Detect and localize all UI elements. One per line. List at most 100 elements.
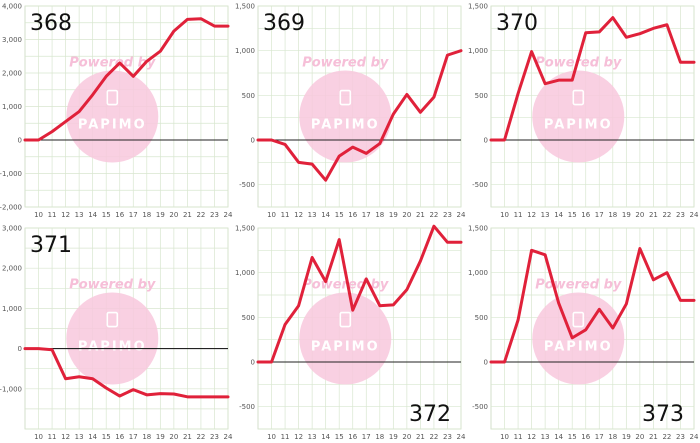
series-line [256,224,463,364]
y-tick-label: -500 [472,403,488,411]
watermark-logo-icon [572,89,585,106]
x-tick-label: 16 [115,433,124,441]
x-tick-label: 20 [402,433,411,441]
y-tick-label: 3,000 [2,36,22,44]
x-tick-label: 13 [541,433,550,441]
x-tick-label: 22 [662,433,671,441]
watermark-text: Powered by [69,278,156,293]
y-tick-label: 1,500 [468,225,488,233]
panel-number-label: 373 [642,402,684,427]
x-tick-label: 13 [541,211,550,219]
watermark-logo: PAPIMO [311,118,380,133]
chart-panel: PAPIMO Powered by -500 0 500 1,000 1,500 10 11 12… [466,222,699,443]
x-tick-label: 24 [690,433,699,441]
chart-svg: PAPIMO Powered by -1,000 0 1,000 2,000 3,000 10… [0,225,233,442]
watermark-text: Powered by [69,56,156,71]
x-tick-label: 12 [61,433,70,441]
watermark-logo: PAPIMO [544,118,613,133]
x-tick-label: 19 [389,211,398,219]
x-tick-label: 23 [443,433,452,441]
x-tick-label: 23 [210,211,219,219]
panel-number-label: 372 [409,402,451,427]
y-tick-label: 1,000 [235,269,255,277]
x-tick-label: 23 [676,433,685,441]
watermark-text: Powered by [535,278,622,293]
x-tick-label: 17 [362,433,371,441]
x-tick-label: 17 [595,433,604,441]
panel-number-label: 370 [496,11,538,36]
x-tick-label: 12 [294,433,303,441]
watermark-logo: PAPIMO [78,340,147,355]
y-tick-label: 4,000 [2,3,22,11]
x-tick-label: 16 [348,211,357,219]
x-tick-label: 15 [335,433,344,441]
x-tick-label: 18 [142,211,151,219]
x-tick-label: 17 [595,211,604,219]
y-tick-label: 3,000 [2,225,22,233]
x-tick-label: 15 [102,433,111,441]
x-tick-label: 20 [169,211,178,219]
x-tick-label: 19 [622,433,631,441]
y-tick-label: 500 [475,92,488,100]
x-tick-label: 20 [402,211,411,219]
x-tick-label: 24 [224,211,233,219]
x-tick-label: 22 [429,433,438,441]
x-tick-label: 14 [321,433,330,441]
y-tick-label: 1,000 [468,269,488,277]
x-tick-label: 21 [183,211,192,219]
x-tick-label: 13 [308,433,317,441]
x-tick-label: 14 [321,211,330,219]
y-tick-label: 0 [484,359,488,367]
x-tick-label: 10 [500,211,509,219]
x-tick-label: 23 [443,211,452,219]
y-tick-label: -500 [472,181,488,189]
x-tick-label: 11 [514,433,523,441]
x-tick-label: 24 [457,433,466,441]
chart-panel: PAPIMO Powered by -1,000 0 1,000 2,000 3,000 10… [0,222,233,443]
x-tick-label: 13 [75,433,84,441]
watermark-circle [66,70,159,163]
y-tick-label: -500 [239,403,255,411]
x-tick-label: 19 [156,433,165,441]
y-tick-label: 0 [18,137,22,145]
x-tick-label: 18 [142,433,151,441]
y-tick-label: 1,500 [235,225,255,233]
x-tick-label: 22 [662,211,671,219]
x-tick-label: 14 [88,433,97,441]
chart-panel: PAPIMO Powered by -500 0 500 1,000 1,500 10 11 12… [233,222,466,443]
x-tick-label: 12 [527,433,536,441]
x-tick-label: 15 [335,211,344,219]
y-tick-label: 2,000 [2,70,22,78]
series-line [489,247,696,364]
y-tick-label: 1,000 [2,305,22,313]
x-tick-label: 24 [457,211,466,219]
chart-panel: PAPIMO Powered by -2,000 -1,000 0 1,000 2,000 3… [0,0,233,221]
x-tick-label: 11 [48,211,57,219]
y-tick-label: 0 [484,137,488,145]
y-tick-label: 0 [18,345,22,353]
y-tick-label: 1,000 [468,47,488,55]
x-tick-label: 22 [429,211,438,219]
y-tick-label: 0 [251,137,255,145]
x-tick-label: 24 [224,433,233,441]
x-tick-label: 10 [34,211,43,219]
series-line [23,347,230,399]
watermark-logo-icon [106,311,119,328]
series-line [23,17,230,142]
chart-panel: PAPIMO Powered by -500 0 500 1,000 1,500 10 11 12… [466,0,699,221]
x-tick-label: 11 [281,433,290,441]
y-tick-label: 1,000 [235,47,255,55]
panel-number-label: 371 [30,233,72,258]
chart-svg: PAPIMO Powered by -2,000 -1,000 0 1,000 2,000 3… [0,3,233,220]
x-tick-label: 23 [676,211,685,219]
x-tick-label: 12 [294,211,303,219]
x-tick-label: 11 [514,211,523,219]
y-tick-label: 1,500 [235,3,255,11]
x-tick-label: 23 [210,433,219,441]
watermark-logo: PAPIMO [78,118,147,133]
panel-number-label: 369 [263,11,305,36]
x-tick-label: 18 [375,211,384,219]
